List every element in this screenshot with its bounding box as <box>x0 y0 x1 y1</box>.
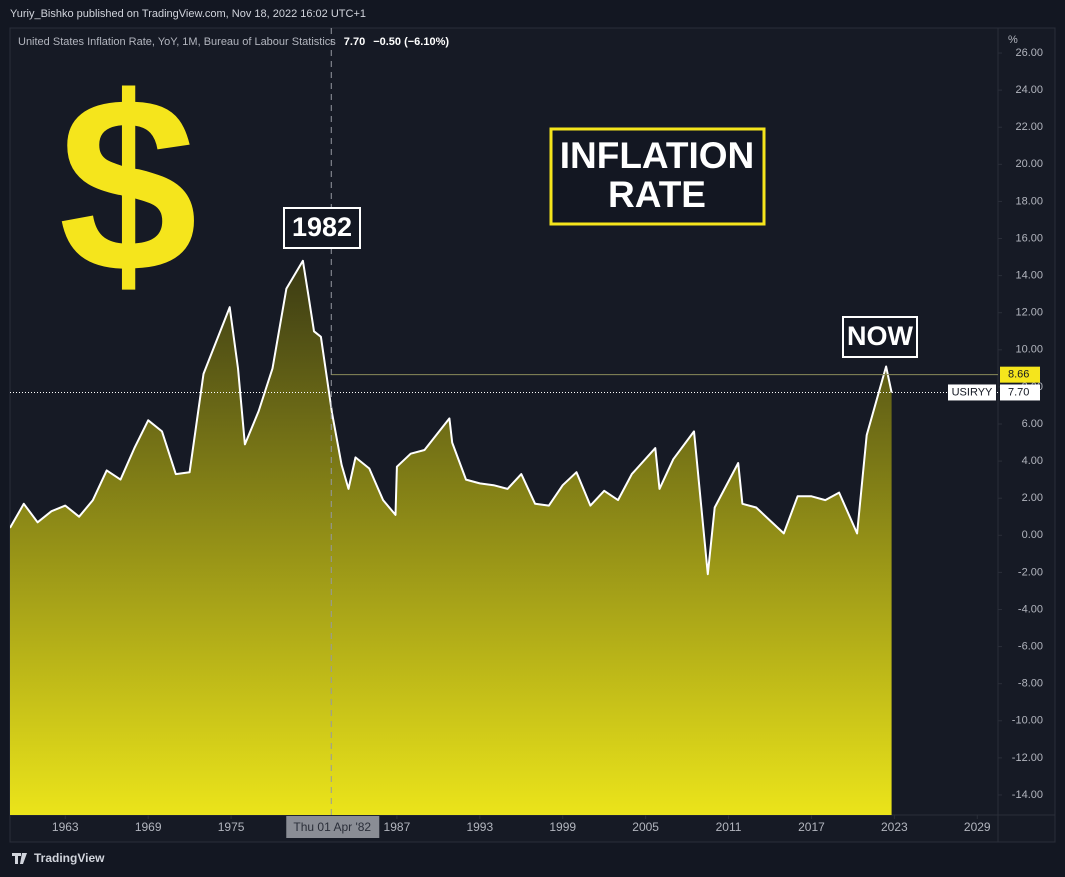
x-tick-label: 1963 <box>52 820 79 834</box>
annotation-box <box>842 316 918 358</box>
y-tick-label: 2.00 <box>1022 492 1043 504</box>
x-tick-label: 1987 <box>384 820 411 834</box>
dollar-sign: $ <box>58 45 197 324</box>
crosshair-y-label: 8.66 <box>1008 369 1029 381</box>
crosshair-y-tag <box>1000 366 1040 383</box>
brand-logo <box>12 853 27 864</box>
annotation: NOW <box>847 321 914 351</box>
x-tick-label: 1975 <box>218 820 245 834</box>
x-tick-label: 2017 <box>798 820 825 834</box>
y-tick-label: 10.00 <box>1015 344 1043 356</box>
x-tick-label: 1999 <box>549 820 576 834</box>
legend-value: 7.70 <box>344 36 365 48</box>
x-tick-label: 1969 <box>135 820 162 834</box>
annotation-box <box>283 207 361 249</box>
x-tick-label: 2011 <box>716 820 742 834</box>
y-tick-label: -4.00 <box>1018 603 1043 615</box>
annotation: 1982 <box>292 212 352 242</box>
x-tick-label: 1993 <box>466 820 493 834</box>
x-tick-label: 2029 <box>964 820 991 834</box>
y-tick-label: 0.00 <box>1022 529 1043 541</box>
area <box>10 260 892 815</box>
last-value-tag <box>1000 384 1040 401</box>
last-value-label: 7.70 <box>1008 386 1029 398</box>
y-tick-label: 26.00 <box>1015 47 1043 59</box>
symbol-label: USIRYY <box>952 386 993 398</box>
y-tick-label: 4.00 <box>1022 455 1043 467</box>
publisher: Yuriy_Bishko published on TradingView.co… <box>10 8 366 20</box>
y-tick-label: -6.00 <box>1018 640 1043 652</box>
chart: -14.00 -12.00 -10.00 -8.00 -6.00 -4.00 -2.00 0.… <box>10 28 1043 838</box>
x-tick-label: 2023 <box>881 820 908 834</box>
y-tick-label: -14.00 <box>1012 789 1043 801</box>
y-unit: % <box>1008 34 1018 46</box>
crosshair-x-tag <box>286 816 380 838</box>
headline: INFLATION <box>560 135 755 176</box>
x-tick-label: 2005 <box>632 820 659 834</box>
y-tick-label: 24.00 <box>1015 84 1043 96</box>
y-tick-label: -10.00 <box>1012 715 1043 727</box>
line <box>10 259 893 576</box>
y-tick-label: -12.00 <box>1012 752 1043 764</box>
y-tick-label: 22.00 <box>1015 121 1043 133</box>
legend-change: −0.50 (−6.10%) <box>373 36 449 48</box>
brand: TradingView <box>34 851 105 865</box>
crosshair-x-label: Thu 01 Apr '82 <box>293 820 371 834</box>
y-tick-label: 12.00 <box>1015 307 1043 319</box>
y-tick-label: 18.00 <box>1015 195 1043 207</box>
y-tick-label: 20.00 <box>1015 158 1043 170</box>
legend: United States Inflation Rate, YoY, 1M, B… <box>18 36 449 48</box>
headline: RATE <box>608 174 706 215</box>
headline-box <box>549 127 766 226</box>
y-tick-label: -8.00 <box>1018 678 1043 690</box>
y-tick-label: 16.00 <box>1015 232 1043 244</box>
y-tick-label: 14.00 <box>1015 270 1043 282</box>
legend-title: United States Inflation Rate, YoY, 1M, B… <box>18 36 336 48</box>
y-tick-label: -2.00 <box>1018 566 1043 578</box>
symbol-tag <box>948 384 996 401</box>
plot <box>10 259 893 815</box>
y-tick-label: 6.00 <box>1022 418 1043 430</box>
